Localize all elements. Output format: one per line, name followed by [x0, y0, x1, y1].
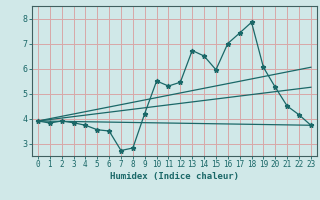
X-axis label: Humidex (Indice chaleur): Humidex (Indice chaleur): [110, 172, 239, 181]
